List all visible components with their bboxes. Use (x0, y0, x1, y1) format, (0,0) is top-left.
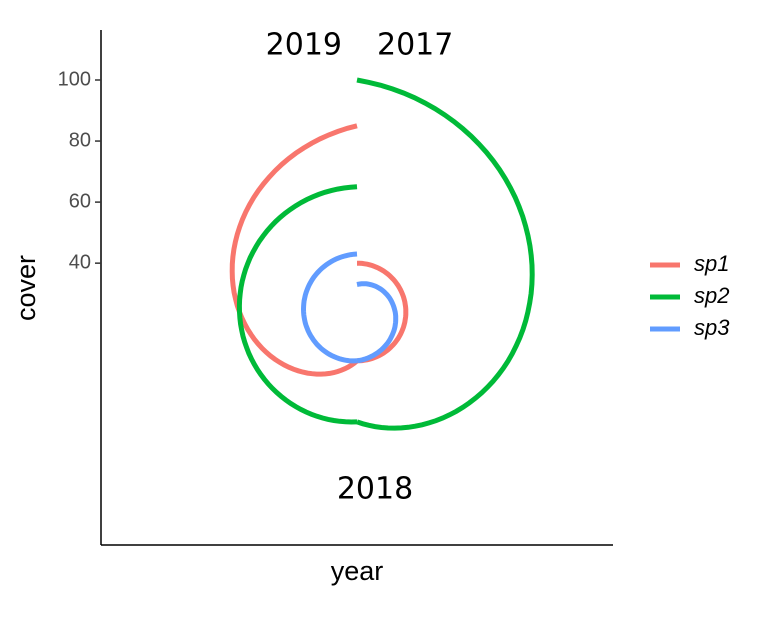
y-tick-label: 40 (69, 251, 91, 273)
theta-label: 2019 (266, 28, 342, 63)
theta-label: 2017 (377, 28, 453, 63)
theta-label: 2018 (337, 472, 413, 507)
series-line (300, 251, 358, 364)
y-tick-label: 100 (58, 68, 91, 90)
y-tick-label: 80 (69, 129, 91, 151)
legend-label: sp2 (694, 283, 729, 308)
legend-label: sp3 (694, 315, 730, 340)
series-line (356, 281, 399, 364)
series-line (229, 123, 359, 377)
series-line (357, 260, 409, 364)
series-line (236, 184, 358, 425)
series-line (356, 77, 535, 431)
y-tick-label: 60 (69, 190, 91, 212)
y-axis-title: cover (11, 255, 41, 321)
legend-label: sp1 (694, 251, 729, 276)
x-axis-title: year (331, 556, 384, 586)
